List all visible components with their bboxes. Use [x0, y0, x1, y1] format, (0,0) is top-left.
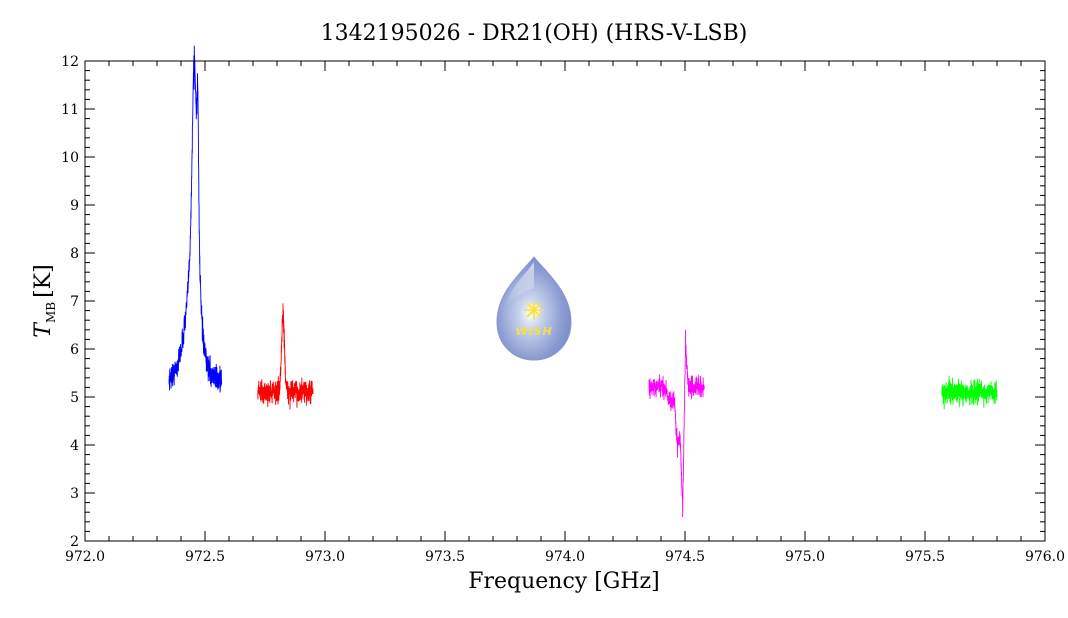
y-tick-label: 12: [61, 54, 79, 70]
series-line-1: [168, 45, 223, 393]
y-axis-symbol: T: [31, 321, 56, 338]
y-tick-label: 8: [70, 246, 79, 262]
wish-logo: WISH: [496, 256, 572, 361]
star-icon: [524, 300, 544, 320]
x-tick-label: 972.0: [65, 549, 105, 565]
series-layer: [168, 45, 998, 518]
y-tick-label: 5: [70, 390, 79, 406]
x-axis-label: Frequency [GHz]: [468, 569, 660, 594]
x-tick-label: 975.0: [785, 549, 825, 565]
y-tick-label: 11: [61, 102, 79, 118]
x-tick-label: 975.5: [905, 549, 945, 565]
x-tick-label: 972.5: [185, 549, 225, 565]
chart-title: 1342195026 - DR21(OH) (HRS-V-LSB): [321, 21, 748, 46]
x-tick-label: 974.0: [545, 549, 585, 565]
x-tick-label: 973.5: [425, 549, 465, 565]
series-line-3: [648, 329, 705, 518]
series-line-4: [941, 376, 998, 410]
logo-text: WISH: [515, 325, 552, 338]
y-axis-label: TMB [K]: [31, 264, 58, 337]
series-line-2: [257, 303, 314, 410]
y-tick-label: 4: [70, 438, 79, 454]
y-tick-label: 3: [70, 486, 79, 502]
y-tick-label: 7: [70, 294, 79, 310]
y-tick-label: 2: [70, 534, 79, 550]
y-axis-ticks: 2 3 4 5 6 7 8 9 10 11 12: [61, 54, 1045, 550]
y-tick-label: 10: [61, 150, 79, 166]
x-axis-ticks: 972.0 972.5 973.0 973.5 974.0 974.5 975.0 975.5…: [65, 61, 1065, 565]
x-tick-label: 974.5: [665, 549, 705, 565]
x-tick-label: 973.0: [305, 549, 345, 565]
y-axis-unit: [K]: [31, 264, 56, 298]
y-tick-label: 6: [70, 342, 79, 358]
y-axis-subscript: MB: [44, 302, 58, 323]
x-tick-label: 976.0: [1025, 549, 1065, 565]
y-tick-label: 9: [70, 198, 79, 214]
